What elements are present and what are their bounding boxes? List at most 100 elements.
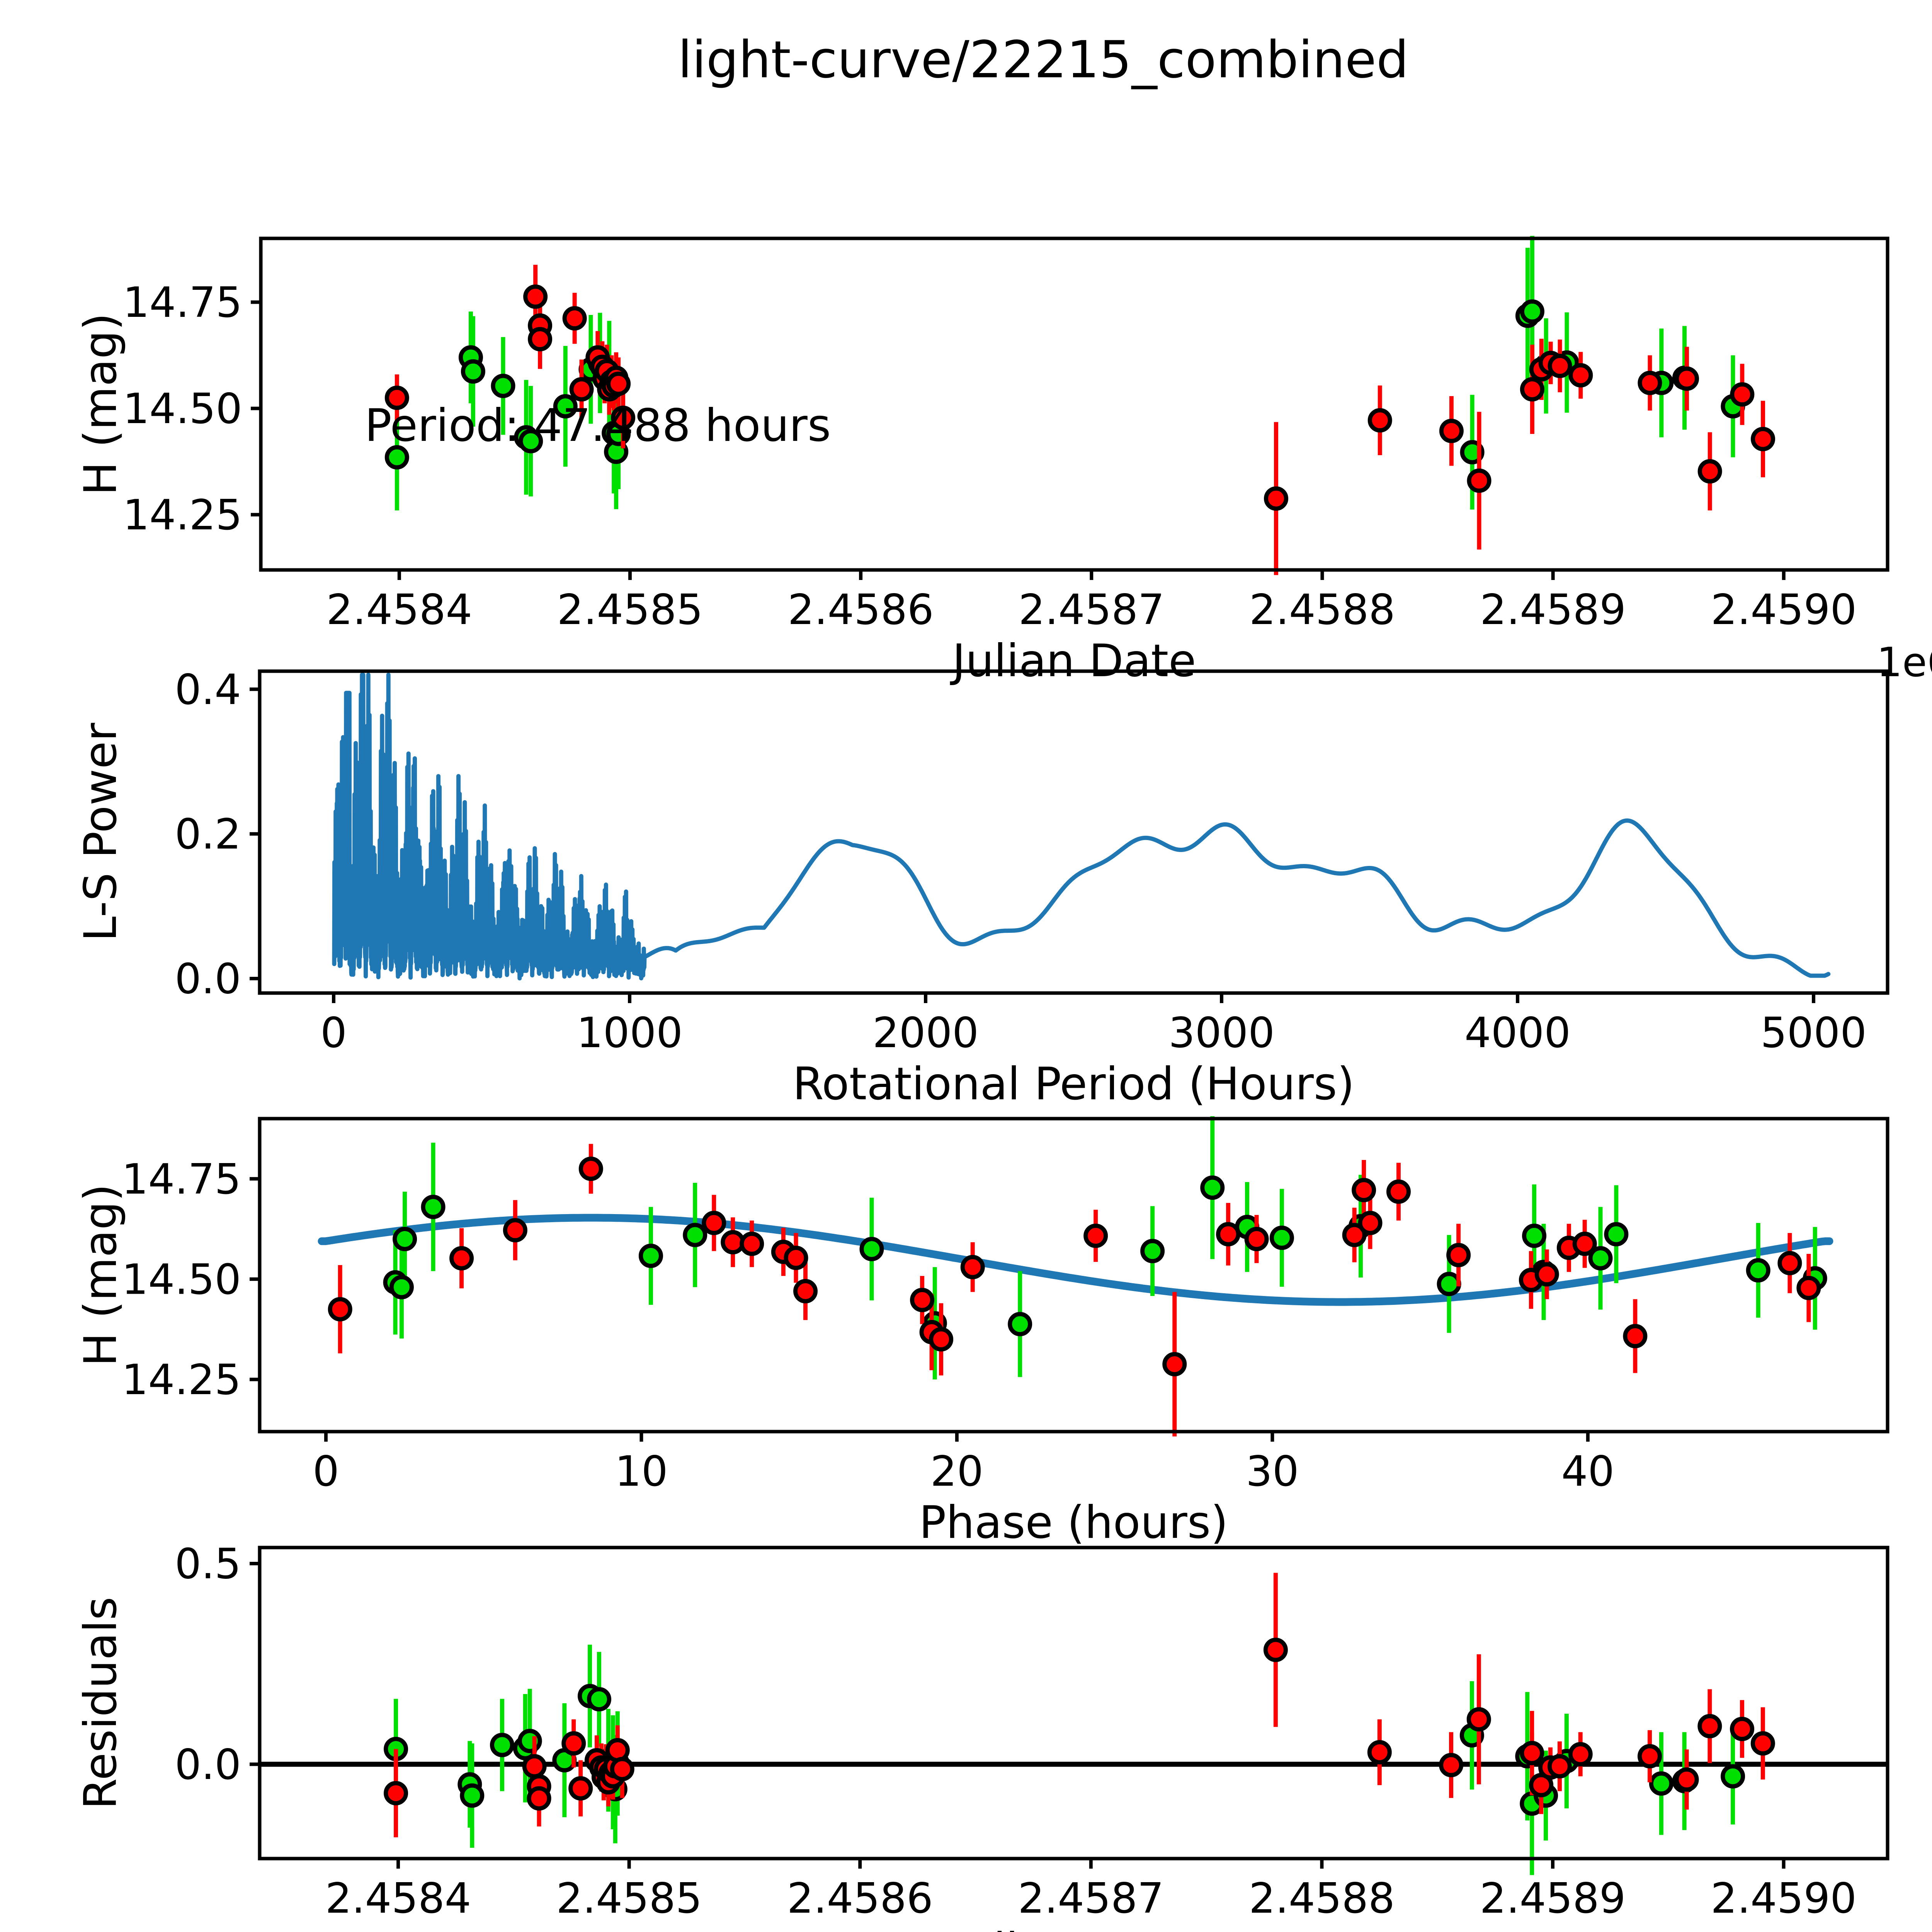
data-point xyxy=(1437,1272,1461,1296)
data-point xyxy=(1568,363,1593,388)
periodogram-panel-ylabel: L-S Power xyxy=(75,723,127,941)
data-point xyxy=(1730,1716,1755,1741)
data-point xyxy=(1746,1258,1770,1283)
data-point xyxy=(1649,1771,1673,1796)
data-point xyxy=(1263,1638,1288,1662)
residuals-panel-axes-box xyxy=(258,1546,1889,1861)
data-point xyxy=(1730,382,1755,407)
data-point xyxy=(960,1255,985,1279)
data-point xyxy=(910,1287,935,1312)
data-point xyxy=(561,1731,586,1756)
data-point xyxy=(610,1757,634,1781)
data-point xyxy=(1162,1352,1187,1377)
data-point xyxy=(1140,1239,1165,1264)
data-point xyxy=(1520,299,1544,324)
periodogram-panel-axes-box xyxy=(258,669,1889,995)
residuals-panel-ticks: 2.4584 2.4585 2.4586 2.4587 2.4588 2.4589 2.45… xyxy=(75,1540,1932,1932)
data-point xyxy=(460,1783,485,1808)
y-tick-label: 14.25 xyxy=(123,491,242,539)
periodogram-panel-xlabel: Rotational Period (Hours) xyxy=(793,1058,1354,1110)
period-annotation: Period: 47.488 hours xyxy=(365,400,831,452)
data-point xyxy=(527,1786,551,1811)
data-point xyxy=(1697,1714,1722,1738)
data-point xyxy=(1342,1223,1367,1247)
x-tick-label: 2000 xyxy=(872,1009,979,1057)
residuals-panel-frame xyxy=(258,1546,1889,1861)
data-point xyxy=(1674,1767,1699,1792)
data-point xyxy=(1200,1175,1225,1200)
data-point xyxy=(553,394,578,418)
phase-folded-panel-xlabel: Phase (hours) xyxy=(919,1497,1228,1549)
x-tick-label: 2.4586 xyxy=(788,586,934,634)
data-point xyxy=(1466,1707,1491,1732)
periodogram-panel-ticks: 0 1000 2000 3000 4000 5000 0.0 0.2 0.4 Rotational… xyxy=(75,666,1867,1110)
lightcurve-panel: Period: 47.488 hours xyxy=(365,236,1776,575)
data-point xyxy=(859,1237,884,1261)
data-point xyxy=(1796,1276,1821,1300)
y-tick-label: 14.25 xyxy=(122,1356,241,1404)
data-point xyxy=(491,374,515,398)
y-tick-label: 14.50 xyxy=(122,1255,241,1304)
y-tick-label: 0.0 xyxy=(175,955,241,1003)
lightcurve-panel-ticks: 2.4584 2.4585 2.4586 2.4587 2.4588 2.4589 2.45… xyxy=(75,279,1932,687)
data-point xyxy=(528,327,553,352)
data-point xyxy=(490,1733,514,1757)
x-tick-label: 2.4584 xyxy=(325,1874,471,1923)
data-point xyxy=(1367,408,1392,433)
series-red-band xyxy=(384,265,1776,575)
data-point xyxy=(1697,459,1722,484)
lightcurve-panel-x-offset-label: 1e6 xyxy=(1877,639,1932,686)
x-tick-label: 2.4589 xyxy=(1480,1874,1626,1923)
y-tick-label: 14.75 xyxy=(123,279,242,327)
y-tick-label: 0.4 xyxy=(175,666,241,714)
y-tick-label: 0.2 xyxy=(175,810,241,859)
x-tick-label: 2.4587 xyxy=(1018,1874,1164,1923)
data-point xyxy=(793,1279,818,1304)
series-green-band xyxy=(383,1116,1827,1379)
phase-folded-panel-frame xyxy=(258,1117,1889,1434)
data-point xyxy=(1721,1764,1745,1789)
x-tick-label: 2.4590 xyxy=(1711,1874,1857,1923)
data-point xyxy=(421,1194,446,1219)
data-point xyxy=(1623,1324,1648,1349)
data-point xyxy=(1264,486,1289,511)
data-point xyxy=(328,1297,352,1321)
data-point xyxy=(702,1211,726,1235)
data-point xyxy=(1522,1223,1547,1248)
data-point xyxy=(562,306,587,331)
data-point xyxy=(1520,377,1544,401)
data-point xyxy=(1777,1251,1802,1276)
x-tick-label: 2.4586 xyxy=(787,1874,933,1923)
data-point xyxy=(384,386,409,410)
data-point xyxy=(1386,1179,1411,1204)
y-tick-label: 14.75 xyxy=(122,1155,241,1204)
x-tick-label: 10 xyxy=(615,1447,668,1496)
phase-folded-panel-axes-box xyxy=(258,1117,1889,1434)
series-red-band xyxy=(328,1144,1821,1437)
x-tick-label: 2.4588 xyxy=(1249,586,1395,634)
sinusoid-fit-curve xyxy=(318,1214,1833,1306)
data-point xyxy=(517,1729,542,1753)
data-point xyxy=(1674,366,1699,391)
x-tick-label: 4000 xyxy=(1464,1009,1571,1057)
residuals-panel-x-offset-label: 1e6 xyxy=(1877,1927,1932,1932)
data-point xyxy=(522,1754,547,1779)
y-tick-label: 0.5 xyxy=(175,1540,241,1588)
data-point xyxy=(784,1245,808,1270)
figure-title: light-curve/22215_combined xyxy=(678,30,1408,90)
data-point xyxy=(929,1327,954,1352)
data-point xyxy=(578,1156,603,1181)
data-point xyxy=(1439,418,1464,443)
data-point xyxy=(1446,1243,1471,1267)
x-tick-label: 3000 xyxy=(1168,1009,1275,1057)
data-point xyxy=(523,284,548,309)
data-point xyxy=(1750,1731,1775,1756)
data-point xyxy=(1352,1178,1376,1202)
series-green-band xyxy=(384,236,1745,510)
data-point xyxy=(461,359,485,384)
data-point xyxy=(1467,468,1492,493)
series-red-band xyxy=(384,1573,1775,1837)
lightcurve-panel-axes-box xyxy=(259,236,1889,572)
phase-folded-panel-ylabel: H (mag) xyxy=(75,1184,127,1366)
data-point xyxy=(683,1223,707,1247)
